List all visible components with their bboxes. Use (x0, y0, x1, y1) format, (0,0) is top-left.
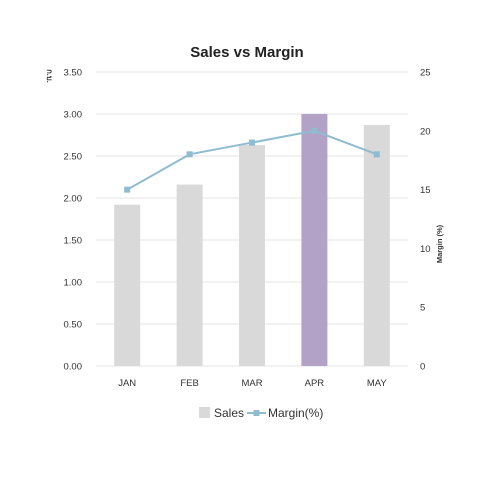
bar-series (114, 114, 390, 366)
margin-point (311, 127, 318, 134)
y2-tick-label: 20 (420, 126, 431, 137)
margin-point (186, 151, 193, 158)
y2-tick-label: 5 (420, 303, 425, 314)
y-tick-label: 0.50 (64, 320, 83, 331)
margin-point (249, 139, 255, 146)
y-tick-label: 3.00 (64, 110, 83, 121)
y2-tick-label: 10 (420, 244, 431, 255)
legend-swatch-sales (199, 407, 210, 418)
sales-bar (239, 145, 265, 366)
margin-point (124, 186, 131, 193)
y2-axis-label: Margin (%) (435, 224, 444, 263)
y-tick-label: 2.50 (64, 152, 83, 163)
y-tick-label: 1.00 (64, 278, 83, 289)
y-axis-label: ก.บ. (45, 69, 54, 82)
y2-tick-label: 25 (420, 68, 431, 79)
legend: Sales Margin(%) (199, 406, 323, 420)
sales-bar (301, 114, 328, 366)
y2-tick-label: 15 (420, 185, 431, 196)
x-tick-label: FEB (180, 378, 198, 389)
x-tick-label: MAR (241, 378, 262, 389)
legend-marker-margin (253, 410, 260, 416)
legend-label-margin: Margin(%) (268, 406, 323, 420)
sales-bar (176, 184, 203, 366)
sales-bar (363, 124, 390, 366)
y2-tick-label: 0 (420, 362, 425, 373)
y-tick-label: 2.00 (64, 194, 83, 205)
sales-bar (114, 204, 141, 366)
x-tick-label: JAN (118, 378, 136, 389)
y-tick-label: 1.50 (64, 236, 83, 247)
margin-point (373, 151, 380, 158)
x-tick-label: APR (305, 378, 325, 389)
y-tick-label: 0.00 (64, 362, 83, 373)
x-tick-label: MAY (367, 378, 388, 389)
legend-label-sales: Sales (214, 406, 244, 420)
y-axis-ticks: 0.00 0.50 1.00 1.50 2.00 2.50 3.00 3.50 (64, 68, 83, 373)
y-tick-label: 3.50 (64, 68, 83, 79)
line-series (124, 127, 380, 193)
chart-title: Sales vs Margin (190, 44, 303, 61)
x-axis-categories: JAN FEB MAR APR MAY (118, 378, 387, 389)
y2-axis-ticks: 0 5 10 15 20 25 (420, 68, 431, 373)
